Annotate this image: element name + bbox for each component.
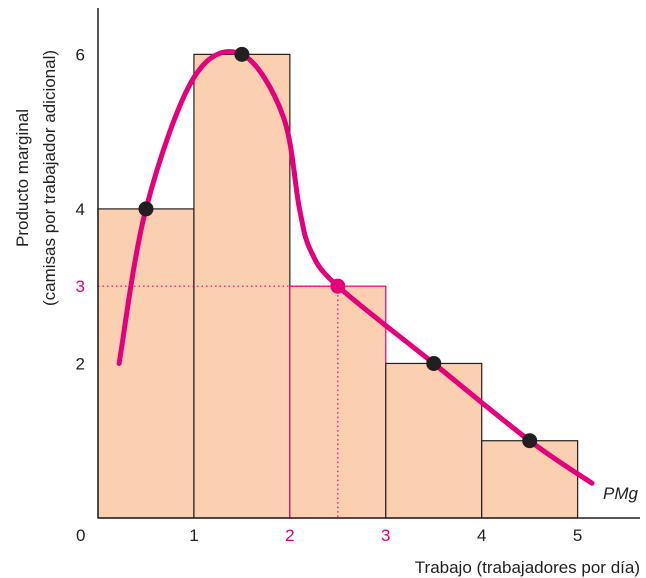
x-axis-title: Trabajo (trabajadores por día) bbox=[415, 558, 640, 577]
origin-label: 0 bbox=[76, 526, 85, 545]
bar-2 bbox=[193, 53, 291, 519]
y-axis-title-line1: Producto marginal bbox=[13, 109, 32, 247]
points bbox=[138, 46, 538, 449]
y-axis-title-line2: (camisas por trabajador adicional) bbox=[40, 50, 59, 306]
bar-1 bbox=[97, 208, 195, 519]
bar-3 bbox=[289, 285, 387, 519]
y-tick-label-6: 6 bbox=[76, 45, 85, 64]
x-tick-label-1: 1 bbox=[189, 526, 198, 545]
data-point-2 bbox=[234, 46, 250, 62]
pmg-curve bbox=[116, 49, 595, 486]
axes bbox=[97, 8, 640, 519]
data-point-5 bbox=[522, 433, 538, 449]
tick-labels: 1 2 3 4 5 2 3 4 6 bbox=[76, 45, 583, 545]
curve bbox=[116, 49, 595, 486]
bar-4 bbox=[385, 362, 483, 519]
y-tick-label-4: 4 bbox=[76, 200, 85, 219]
x-tick-label-2: 2 bbox=[285, 526, 294, 545]
data-point-1 bbox=[138, 201, 154, 217]
x-tick-label-4: 4 bbox=[477, 526, 486, 545]
y-tick-label-2: 2 bbox=[76, 354, 85, 373]
data-point-3 bbox=[330, 278, 346, 294]
curve-label-pmg: PMg bbox=[603, 484, 639, 503]
x-tick-label-3: 3 bbox=[381, 526, 390, 545]
y-tick-label-3: 3 bbox=[76, 277, 85, 296]
x-tick-label-5: 5 bbox=[573, 526, 582, 545]
bar-5 bbox=[481, 440, 579, 519]
data-point-4 bbox=[426, 355, 442, 371]
